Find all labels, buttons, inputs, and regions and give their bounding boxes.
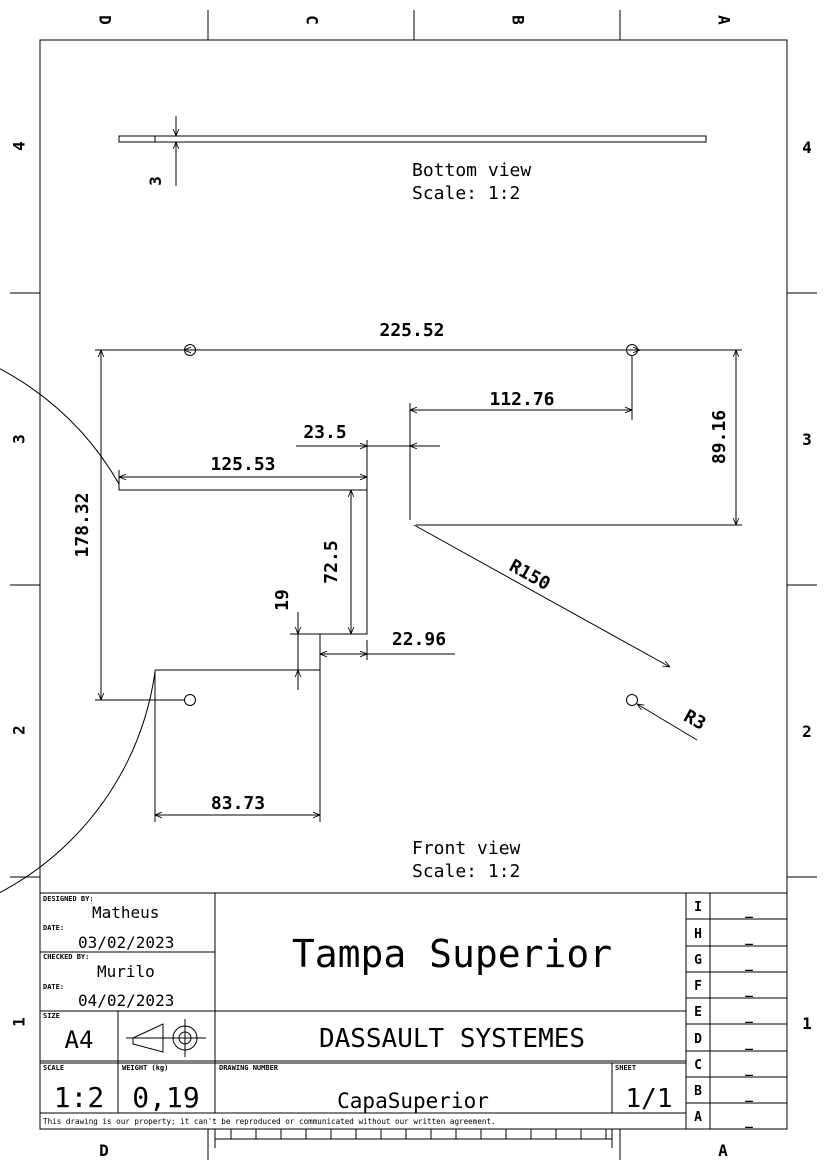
zone-col-top-a: A	[715, 15, 734, 25]
checked-date-value: 04/02/2023	[78, 991, 174, 1010]
checked-by-label: CHECKED BY:	[43, 953, 89, 961]
zone-col-bottom-a: A	[718, 1141, 728, 1160]
revision-value: _	[745, 1114, 753, 1129]
drawing-title: Tampa Superior	[292, 932, 612, 976]
dim-step-width: 23.5	[303, 422, 346, 443]
dim-notch-width: 22.96	[392, 629, 446, 650]
zone-col-top-c: C	[303, 15, 322, 25]
dim-height-total: 178.32	[72, 492, 93, 557]
disclaimer: This drawing is our property; it can't b…	[43, 1117, 496, 1126]
projection-symbol-icon	[126, 1019, 206, 1057]
zone-row-right-1: 1	[802, 1014, 812, 1033]
revision-value: _	[745, 1062, 753, 1077]
revision-value: _	[745, 1036, 753, 1051]
hole-bottom-left	[184, 694, 196, 706]
revision-letter: G	[694, 953, 702, 968]
revision-letter: I	[694, 900, 702, 915]
designed-date-value: 03/02/2023	[78, 933, 174, 952]
sheet-label: SHEET	[615, 1064, 636, 1072]
zone-col-top-d: D	[96, 15, 115, 25]
revision-letter: C	[694, 1058, 702, 1073]
revision-value: _	[745, 1009, 753, 1024]
checked-by-value: Murilo	[97, 962, 155, 981]
bottom-view-title: Bottom view	[412, 160, 531, 181]
zone-row-left-2: 2	[10, 725, 29, 735]
zone-row-right-3: 3	[802, 430, 812, 449]
revision-letter: E	[694, 1005, 702, 1020]
outer-arc	[0, 368, 156, 893]
bottom-view-scale: Scale: 1:2	[412, 183, 520, 204]
scale-ruler	[214, 1128, 613, 1148]
zone-row-left-1: 1	[10, 1017, 29, 1027]
scale-value: 1:2	[54, 1081, 105, 1114]
dim-left-width: 125.53	[210, 454, 275, 475]
zone-row-left-3: 3	[10, 434, 29, 444]
front-view-scale: Scale: 1:2	[412, 861, 520, 882]
revision-letter: D	[694, 1032, 702, 1047]
revision-value: _	[745, 957, 753, 972]
dim-hole-span: 225.52	[379, 320, 444, 341]
front-view-title: Front view	[412, 838, 521, 859]
front-view: 225.52 112.76 23.5 125.53 178.32 72.5 89…	[0, 320, 742, 893]
zone-labels: D C B A D A 4 3 2 1 4 3 2 1	[10, 15, 812, 1160]
designed-by-label: DESIGNED BY:	[43, 895, 94, 903]
revision-letter: A	[694, 1110, 702, 1125]
revision-letter: H	[694, 927, 702, 942]
bottom-view: 3 Bottom view Scale: 1:2	[118, 116, 707, 204]
drawing-number-label: DRAWING NUMBER	[219, 1064, 279, 1072]
dim-radius-hole: R3	[680, 706, 709, 735]
dim-thickness: 3	[146, 176, 165, 186]
size-label: SIZE	[43, 1012, 60, 1020]
revision-value: _	[745, 1088, 753, 1103]
sheet-value: 1/1	[626, 1084, 673, 1114]
dim-right-height: 89.16	[709, 410, 730, 464]
dim-bottom-width: 83.73	[211, 793, 265, 814]
revision-value: _	[745, 931, 753, 946]
zone-col-bottom-d: D	[99, 1141, 109, 1160]
dim-step-height: 72.5	[321, 540, 342, 583]
weight-label: WEIGHT (kg)	[122, 1064, 168, 1072]
dim-notch-height: 19	[272, 589, 293, 611]
checked-date-label: DATE:	[43, 983, 64, 991]
designed-by-value: Matheus	[92, 903, 159, 922]
title-block: DESIGNED BY: Matheus DATE: 03/02/2023 CH…	[40, 892, 787, 1148]
revision-letter: B	[694, 1084, 702, 1099]
zone-row-right-4: 4	[802, 138, 812, 157]
scale-label: SCALE	[43, 1064, 64, 1072]
zone-col-top-b: B	[509, 15, 528, 25]
zone-row-right-2: 2	[802, 722, 812, 741]
dimension-lines	[95, 350, 742, 822]
dimension-labels: 225.52 112.76 23.5 125.53 178.32 72.5 89…	[72, 320, 730, 814]
plate-edge	[118, 135, 707, 143]
dim-right-offset: 112.76	[489, 389, 554, 410]
revision-value: _	[745, 904, 753, 919]
revision-value: _	[745, 983, 753, 998]
drawing-number-value: CapaSuperior	[337, 1089, 489, 1113]
size-value: A4	[65, 1026, 94, 1054]
weight-value: 0,19	[132, 1081, 199, 1114]
zone-row-left-4: 4	[10, 141, 29, 151]
revision-letter: F	[694, 979, 702, 994]
revision-table: I _ H _ G _ F _ E _ D _ C _ B _ A _	[694, 900, 753, 1129]
company-name: DASSAULT SYSTEMES	[319, 1024, 585, 1054]
hole-bottom-right	[626, 694, 638, 706]
designed-date-label: DATE:	[43, 924, 64, 932]
